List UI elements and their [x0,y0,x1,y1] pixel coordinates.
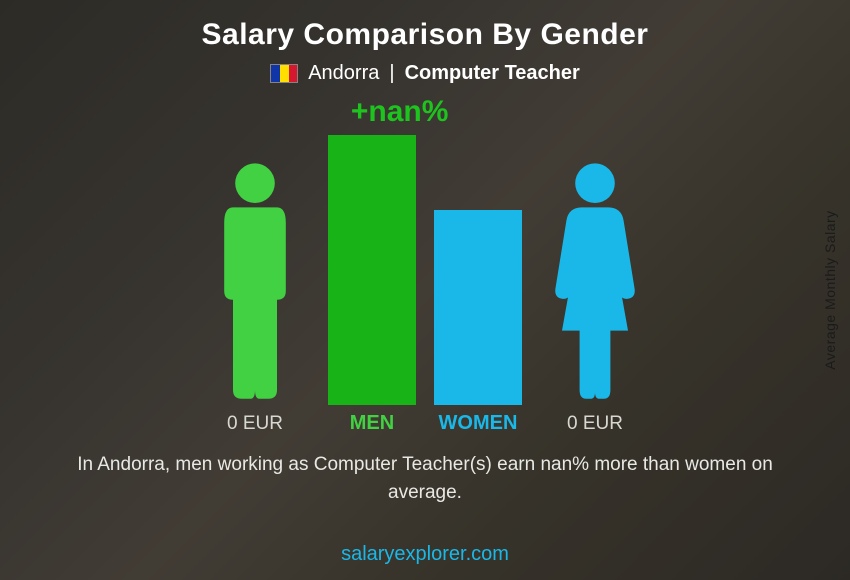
country-label: Andorra [308,62,379,85]
men-value: 0 EUR [200,413,310,435]
men-bar [328,135,416,405]
flag-icon [270,64,298,83]
infographic-container: Salary Comparison By Gender Andorra | Co… [0,0,850,580]
page-title: Salary Comparison By Gender [202,18,649,52]
subtitle-row: Andorra | Computer Teacher [270,62,580,85]
bottom-labels: 0 EUR MEN WOMEN 0 EUR [145,412,705,435]
job-label: Computer Teacher [405,62,580,85]
chart-area: +nan% 0 EUR MEN WOMEN 0 EUR [145,95,705,435]
women-value: 0 EUR [540,413,650,435]
female-icon [540,155,650,405]
percent-label: +nan% [351,95,449,129]
footer-link[interactable]: salaryexplorer.com [0,543,850,566]
flag-stripe-2 [280,65,289,82]
women-label: WOMEN [434,412,522,435]
male-icon [200,155,310,405]
men-label: MEN [328,412,416,435]
chart-row [145,135,705,405]
flag-stripe-1 [271,65,280,82]
y-axis-label: Average Monthly Salary [822,210,838,369]
women-bar [434,210,522,405]
separator: | [389,62,394,85]
caption-text: In Andorra, men working as Computer Teac… [65,451,785,506]
flag-stripe-3 [289,65,298,82]
